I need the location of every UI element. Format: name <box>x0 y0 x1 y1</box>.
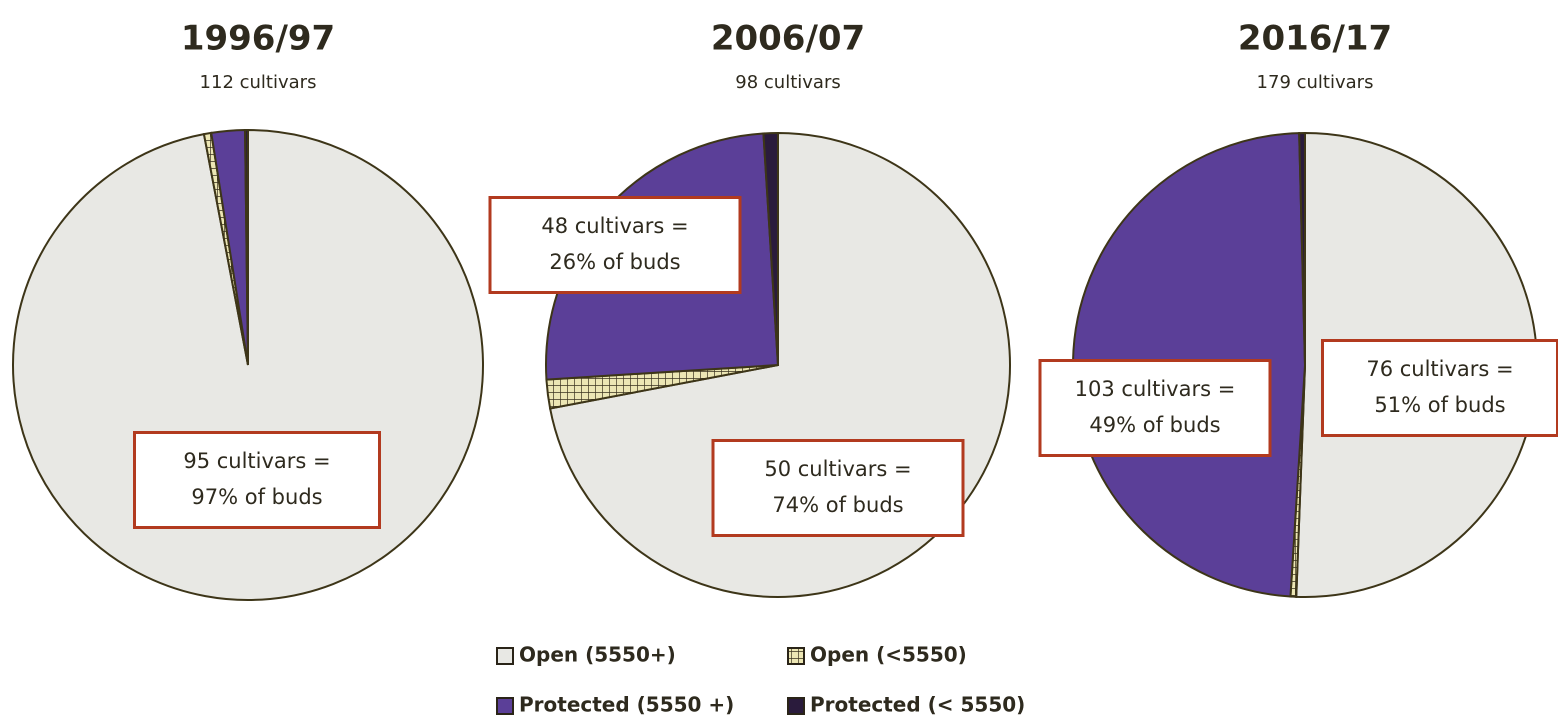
annotation-box <box>488 196 742 294</box>
legend-swatch <box>496 697 514 715</box>
annotation-text: 48 cultivars = <box>541 214 688 238</box>
chart-subtitle: 98 cultivars <box>735 72 840 93</box>
chart-subtitle: 112 cultivars <box>200 72 317 93</box>
chart-title: 2016/17 <box>1238 19 1392 59</box>
chart-title: 1996/97 <box>181 19 335 59</box>
annotation-box <box>1321 339 1558 437</box>
legend-swatch <box>787 647 805 665</box>
annotation-text: 76 cultivars = <box>1366 357 1513 381</box>
legend-label: Protected (< 5550) <box>810 693 1025 717</box>
pie-slice <box>762 131 779 366</box>
annotation-text: 51% of buds <box>1374 393 1505 417</box>
annotation-box <box>1038 359 1272 457</box>
chart-subtitle: 179 cultivars <box>1257 72 1374 93</box>
legend-label: Protected (5550 +) <box>519 693 734 717</box>
annotation-text: 103 cultivars = <box>1075 377 1236 401</box>
legend-swatch <box>787 697 805 715</box>
annotation-text: 97% of buds <box>191 485 322 509</box>
annotation-text: 95 cultivars = <box>183 449 330 473</box>
legend-swatch <box>496 647 514 665</box>
annotation-text: 50 cultivars = <box>764 457 911 481</box>
pie-slice <box>244 128 249 366</box>
chart-title: 2006/07 <box>711 19 865 59</box>
legend-label: Open (<5550) <box>810 643 967 667</box>
annotation-box <box>711 439 965 537</box>
annotation-text: 49% of buds <box>1089 413 1220 437</box>
annotation-text: 26% of buds <box>549 250 680 274</box>
legend-label: Open (5550+) <box>519 643 676 667</box>
pie-slice <box>1298 131 1306 366</box>
annotation-box <box>133 431 381 529</box>
annotation-text: 74% of buds <box>772 493 903 517</box>
